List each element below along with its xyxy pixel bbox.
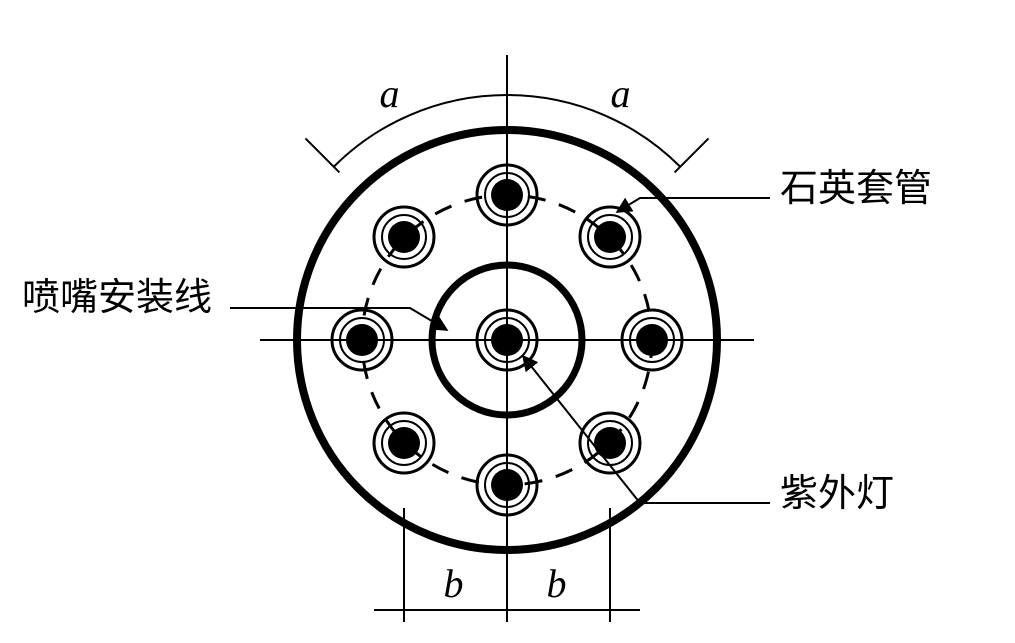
- dim-b-right: b: [547, 560, 567, 607]
- label-quartz-sleeve: 石英套管: [780, 157, 932, 212]
- dim-a-left: a: [380, 70, 400, 117]
- label-uv-lamp: 紫外灯: [780, 462, 894, 517]
- dim-a-right: a: [610, 70, 630, 117]
- dim-b-left: b: [444, 560, 464, 607]
- diagram-svg: [0, 0, 1015, 643]
- label-nozzle-line: 喷嘴安装线: [22, 266, 212, 321]
